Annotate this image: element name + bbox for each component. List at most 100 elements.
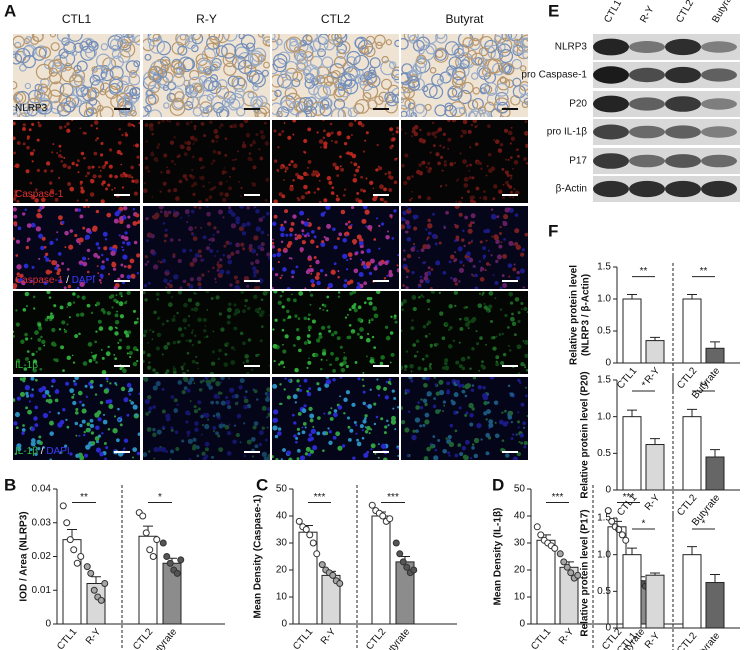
- texture-dot: [130, 401, 134, 405]
- texture-dot: [142, 174, 144, 176]
- texture-dot: [367, 225, 372, 230]
- texture-dot: [136, 360, 138, 362]
- texture-dot: [194, 227, 196, 229]
- texture-dot: [349, 258, 351, 260]
- texture-dot: [500, 308, 502, 310]
- texture-dot: [327, 176, 331, 180]
- texture-dot: [468, 224, 472, 228]
- texture-dot: [473, 265, 475, 267]
- texture-dot: [325, 205, 330, 210]
- texture-dot: [523, 286, 525, 288]
- texture-dot: [327, 427, 329, 429]
- texture-dot: [237, 414, 242, 419]
- texture-dot: [258, 354, 260, 356]
- texture-dot: [206, 212, 211, 217]
- texture-dot: [92, 225, 97, 230]
- texture-dot: [360, 424, 364, 428]
- texture-dot: [121, 134, 123, 136]
- texture-dot: [330, 352, 334, 356]
- texture-dot: [510, 191, 513, 194]
- texture-dot: [74, 382, 78, 386]
- texture-dot: [383, 387, 387, 391]
- texture-dot: [395, 321, 398, 324]
- texture-dot: [491, 214, 496, 219]
- texture-dot: [25, 385, 30, 390]
- texture-dot: [422, 375, 427, 380]
- texture-dot: [386, 336, 391, 341]
- texture-dot: [523, 445, 526, 448]
- texture-dot: [138, 164, 140, 166]
- texture-dot: [165, 450, 168, 453]
- texture-dot: [32, 266, 35, 269]
- texture-dot: [21, 432, 24, 435]
- texture-dot: [124, 438, 128, 442]
- texture-dot: [369, 301, 373, 305]
- y-tick-label: 1.0: [597, 294, 611, 305]
- texture-dot: [174, 211, 179, 216]
- texture-dot: [88, 342, 93, 347]
- texture-dot: [38, 234, 43, 239]
- texture-dot: [279, 277, 281, 279]
- data-point: [310, 540, 316, 546]
- texture-dot: [105, 238, 107, 240]
- texture-dot: [127, 352, 129, 354]
- texture-dot: [86, 228, 91, 233]
- texture-dot: [82, 404, 85, 407]
- texture-dot: [295, 441, 298, 444]
- micrograph: [399, 375, 529, 462]
- texture-dot: [208, 182, 210, 184]
- texture-dot: [77, 171, 79, 173]
- texture-dot: [297, 432, 300, 435]
- texture-dot: [307, 268, 311, 272]
- column-label: R-Y: [638, 4, 656, 25]
- y-tick-label: 10: [514, 592, 526, 603]
- texture-dot: [208, 270, 210, 272]
- texture-dot: [119, 339, 122, 342]
- blot-band: [629, 181, 665, 197]
- x-tick-label: CTL1: [615, 365, 639, 391]
- texture-dot: [455, 430, 458, 433]
- texture-dot: [218, 210, 223, 215]
- texture-dot: [444, 163, 447, 166]
- texture-dot: [283, 319, 286, 322]
- texture-dot: [164, 211, 168, 215]
- texture-dot: [489, 291, 494, 296]
- texture-dot: [90, 380, 94, 384]
- y-tick-label: 40: [514, 511, 526, 522]
- texture-dot: [354, 308, 358, 312]
- texture-dot: [406, 269, 410, 273]
- texture-dot: [95, 330, 97, 332]
- texture-dot: [246, 222, 251, 227]
- texture-dot: [274, 159, 277, 162]
- texture-dot: [302, 408, 307, 413]
- texture-dot: [12, 331, 14, 333]
- texture-dot: [459, 268, 464, 273]
- texture-dot: [471, 389, 474, 392]
- texture-dot: [461, 384, 464, 387]
- texture-dot: [485, 344, 487, 346]
- texture-dot: [291, 270, 295, 274]
- texture-dot: [100, 265, 105, 270]
- texture-dot: [191, 184, 194, 187]
- texture-dot: [147, 353, 151, 357]
- texture-dot: [126, 241, 130, 245]
- texture-dot: [444, 366, 449, 371]
- texture-dot: [133, 145, 135, 147]
- texture-dot: [36, 213, 41, 218]
- texture-dot: [96, 447, 101, 452]
- texture-dot: [154, 157, 158, 161]
- texture-dot: [458, 384, 461, 387]
- texture-dot: [165, 229, 168, 232]
- texture-dot: [253, 295, 257, 299]
- texture-dot: [356, 192, 359, 195]
- data-point: [64, 520, 70, 526]
- texture-dot: [359, 241, 364, 246]
- texture-dot: [508, 345, 510, 347]
- texture-dot: [92, 166, 95, 169]
- texture-dot: [64, 231, 69, 236]
- texture-dot: [502, 283, 507, 288]
- texture-dot: [215, 431, 219, 435]
- texture-dot: [260, 339, 263, 342]
- micrograph: [272, 119, 399, 204]
- texture-dot: [118, 346, 122, 350]
